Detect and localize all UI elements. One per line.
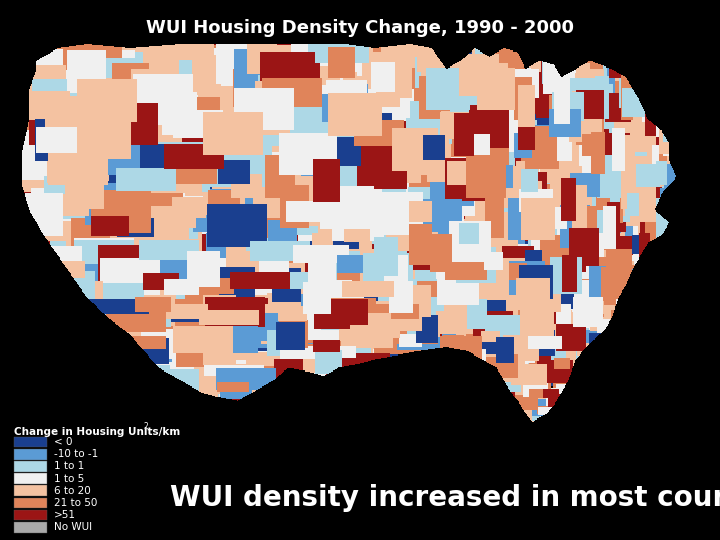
Text: 6 to 20: 6 to 20	[54, 485, 91, 496]
FancyBboxPatch shape	[14, 473, 47, 484]
FancyBboxPatch shape	[14, 510, 47, 521]
Text: WUI density increased in most counties: WUI density increased in most counties	[170, 484, 720, 512]
Text: 1 to 5: 1 to 5	[54, 474, 84, 483]
FancyBboxPatch shape	[14, 522, 47, 532]
Text: < 0: < 0	[54, 437, 73, 447]
FancyBboxPatch shape	[14, 497, 47, 508]
Text: >51: >51	[54, 510, 76, 520]
Text: Change in Housing Units/km: Change in Housing Units/km	[14, 427, 181, 437]
Text: -10 to -1: -10 to -1	[54, 449, 98, 459]
Text: 2: 2	[144, 422, 149, 431]
FancyBboxPatch shape	[14, 437, 47, 447]
FancyBboxPatch shape	[14, 485, 47, 496]
Text: No WUI: No WUI	[54, 522, 92, 532]
Text: 21 to 50: 21 to 50	[54, 498, 97, 508]
Text: 1 to 1: 1 to 1	[54, 461, 84, 471]
FancyBboxPatch shape	[14, 449, 47, 460]
FancyBboxPatch shape	[14, 461, 47, 472]
Text: WUI Housing Density Change, 1990 - 2000: WUI Housing Density Change, 1990 - 2000	[146, 19, 574, 37]
